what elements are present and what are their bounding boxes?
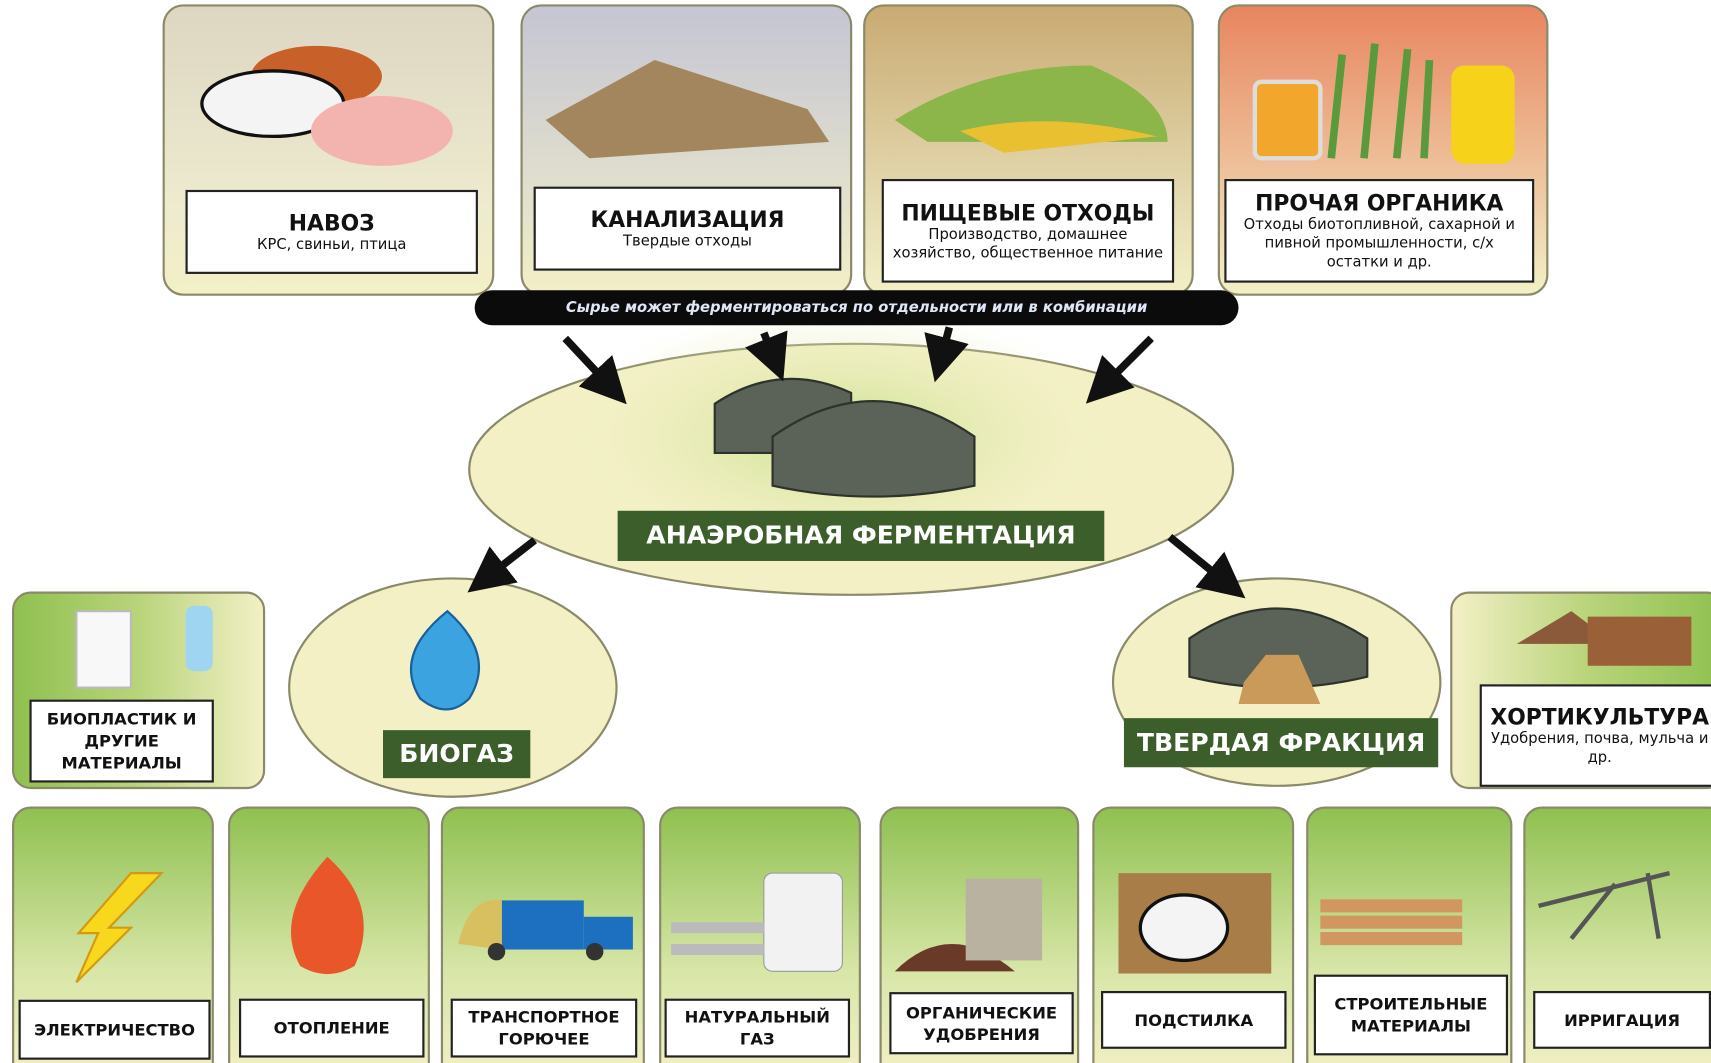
solid-label: ТВЕРДАЯ ФРАКЦИЯ: [1124, 718, 1438, 767]
use-card: ТРАНСПОРТНОЕ ГОРЮЧЕЕ: [451, 999, 638, 1058]
use-label: СТРОИТЕЛЬНЫЕ МАТЕРИАЛЫ: [1316, 993, 1506, 1037]
input-subtitle: Отходы биотопливной, сахарной и пивной п…: [1227, 216, 1533, 272]
use-card: СТРОИТЕЛЬНЫЕ МАТЕРИАЛЫ: [1314, 975, 1508, 1056]
side-card: БИОПЛАСТИК И ДРУГИЕ МАТЕРИАЛЫ: [29, 700, 213, 783]
diagram: НАВОЗКРС, свиньи, птица КАНАЛИЗАЦИЯТверд…: [0, 0, 1711, 1063]
side-subtitle: Удобрения, почва, мульча и др.: [1482, 730, 1711, 767]
input-title: ПИЩЕВЫЕ ОТХОДЫ: [901, 199, 1154, 225]
use-label: ИРРИГАЦИЯ: [1558, 1009, 1687, 1031]
input-title: ПРОЧАЯ ОРГАНИКА: [1255, 190, 1503, 216]
note: Сырье может ферментироваться по отдельно…: [475, 290, 1239, 325]
use-card: ИРРИГАЦИЯ: [1533, 991, 1711, 1049]
use-label: ОРГАНИЧЕСКИЕ УДОБРЕНИЯ: [892, 1001, 1072, 1045]
input-subtitle: Твердые отходы: [616, 232, 758, 251]
use-label: НАТУРАЛЬНЫЙ ГАЗ: [667, 1006, 848, 1050]
side-title: БИОПЛАСТИК И ДРУГИЕ МАТЕРИАЛЫ: [32, 708, 212, 773]
use-label: ОТОПЛЕНИЕ: [267, 1017, 396, 1039]
input-title: КАНАЛИЗАЦИЯ: [590, 206, 784, 232]
use-card: ОТОПЛЕНИЕ: [239, 999, 425, 1058]
process-label: АНАЭРОБНАЯ ФЕРМЕНТАЦИЯ: [618, 511, 1105, 561]
page: НАВОЗКРС, свиньи, птица КАНАЛИЗАЦИЯТверд…: [0, 0, 1711, 1063]
use-label: ЭЛЕКТРИЧЕСТВО: [28, 1019, 202, 1041]
input-subtitle: КРС, свиньи, птица: [250, 236, 413, 255]
use-label: ПОДСТИЛКА: [1128, 1009, 1260, 1031]
use-label: ТРАНСПОРТНОЕ ГОРЮЧЕЕ: [453, 1006, 635, 1050]
use-card: ЭЛЕКТРИЧЕСТВО: [19, 1000, 211, 1060]
input-subtitle: Производство, домашнее хозяйство, общест…: [884, 225, 1172, 262]
biogas-label: БИОГАЗ: [383, 730, 530, 778]
use-card: ОРГАНИЧЕСКИЕ УДОБРЕНИЯ: [889, 992, 1073, 1054]
input-title: НАВОЗ: [289, 210, 375, 236]
use-card: НАТУРАЛЬНЫЙ ГАЗ: [665, 999, 851, 1058]
use-card: ПОДСТИЛКА: [1101, 991, 1287, 1049]
side-title: ХОРТИКУЛЬТУРА: [1490, 704, 1709, 730]
